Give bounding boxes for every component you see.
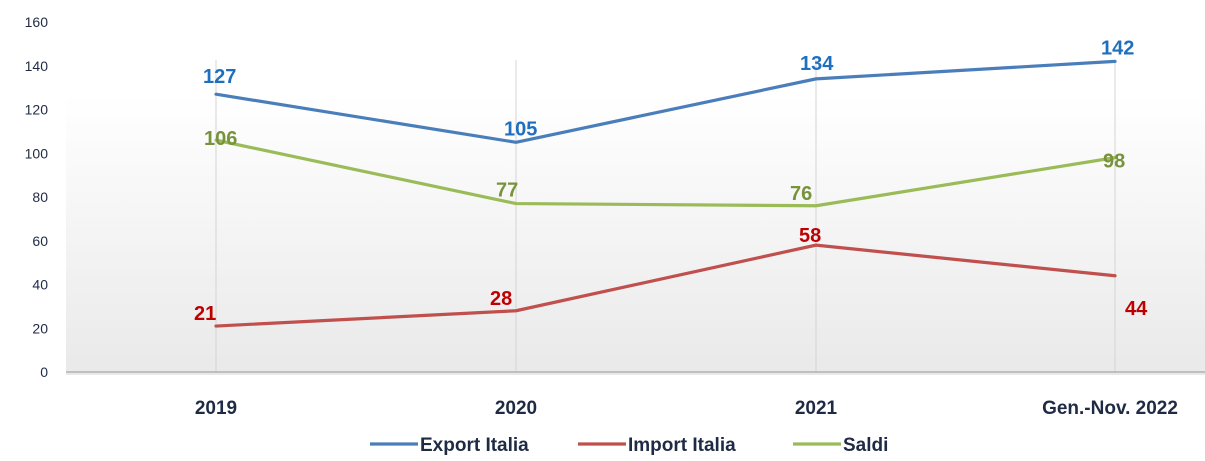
data-label: 58: [799, 225, 821, 247]
x-tick-label: Gen.-Nov. 2022: [1042, 398, 1178, 419]
data-label: 98: [1103, 151, 1125, 173]
legend-label: Export Italia: [420, 435, 529, 456]
data-label: 105: [504, 118, 537, 140]
data-label: 134: [800, 53, 834, 75]
y-tick-label: 80: [32, 189, 48, 205]
data-label: 21: [194, 303, 216, 325]
legend-item: Saldi: [793, 435, 888, 456]
legend-item: Export Italia: [370, 435, 529, 456]
y-tick-label: 0: [40, 364, 48, 380]
y-tick-label: 160: [25, 14, 49, 30]
x-tick-label: 2021: [795, 398, 838, 419]
data-label: 76: [790, 183, 812, 205]
y-tick-label: 140: [25, 58, 49, 74]
y-tick-label: 40: [32, 277, 48, 293]
legend-label: Import Italia: [628, 435, 736, 456]
x-tick-label: 2019: [195, 398, 237, 419]
legend-label: Saldi: [843, 435, 888, 456]
y-tick-label: 100: [25, 145, 49, 161]
data-label: 106: [204, 128, 237, 150]
data-label: 77: [496, 180, 518, 202]
y-tick-label: 60: [32, 233, 48, 249]
data-label: 28: [490, 288, 512, 310]
legend-item: Import Italia: [578, 435, 736, 456]
legend: Export Italia Import Italia Saldi: [370, 435, 888, 456]
y-tick-label: 120: [25, 102, 49, 118]
data-label: 44: [1125, 298, 1148, 320]
data-label: 142: [1101, 37, 1134, 59]
data-label: 127: [203, 66, 236, 88]
x-tick-label: 2020: [495, 398, 537, 419]
y-tick-label: 20: [32, 320, 48, 336]
